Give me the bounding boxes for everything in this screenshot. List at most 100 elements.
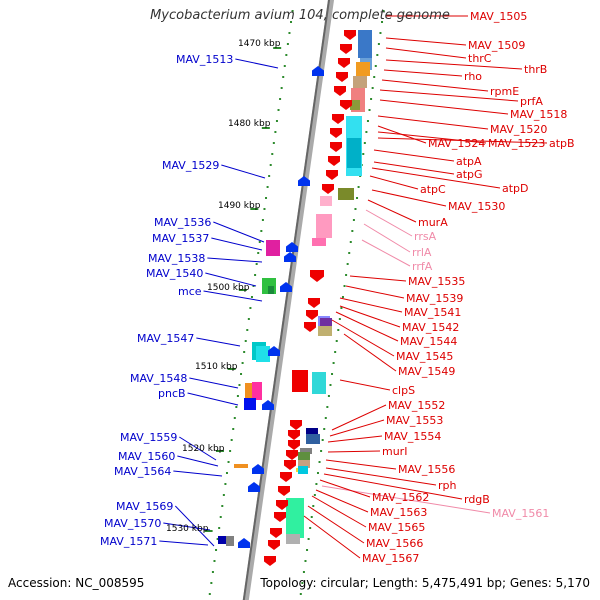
- right-tick-dot: [338, 318, 341, 320]
- minus-strand-gene-label: MAV_1559: [120, 431, 177, 444]
- left-tick-dot: [216, 538, 219, 540]
- plus-strand-arrow: [340, 44, 352, 54]
- minus-strand-gene-label: MAV_1571: [100, 535, 157, 548]
- left-tick-dot: [221, 505, 224, 507]
- minus-strand-gene-label: pncB: [158, 387, 186, 400]
- plus-strand-gene-label: atpA: [456, 155, 482, 168]
- plus-strand-arrow: [330, 142, 342, 152]
- plus-strand-arrow: [288, 430, 300, 440]
- minus-strand-gene-label: MAV_1536: [154, 216, 211, 229]
- minus-strand-connector: [173, 470, 223, 477]
- plus-strand-gene-label: MAV_1561: [492, 507, 549, 520]
- gene-feature-block: [306, 428, 318, 434]
- minus-strand-connector: [211, 237, 263, 251]
- right-tick-dot: [326, 406, 329, 408]
- left-tick-dot: [263, 208, 266, 210]
- plus-strand-arrow: [290, 420, 302, 430]
- gene-feature-block: [298, 460, 310, 468]
- right-tick-dot: [310, 516, 313, 518]
- right-tick-dot: [318, 461, 321, 463]
- minus-strand-connector: [235, 58, 279, 69]
- right-tick-dot: [321, 439, 324, 441]
- plus-strand-gene-label: MAV_1518: [510, 108, 567, 121]
- left-tick-dot: [211, 571, 214, 573]
- left-tick-dot: [269, 164, 272, 166]
- plus-strand-connector: [331, 404, 387, 431]
- gene-feature-block: [256, 346, 270, 362]
- plus-strand-gene-label: MAV_1524: [428, 137, 485, 150]
- scale-tick-label: 1490 kbp: [218, 201, 261, 211]
- plus-strand-arrow: [304, 322, 316, 332]
- plus-strand-arrow: [340, 100, 352, 110]
- gene-feature-block: [286, 534, 300, 544]
- plus-strand-connector: [315, 489, 369, 513]
- plus-strand-connector: [311, 495, 367, 528]
- left-tick-dot: [215, 549, 218, 551]
- gene-feature-block: [312, 238, 326, 246]
- minus-strand-gene-label: MAV_1547: [137, 332, 194, 345]
- minus-strand-connector: [177, 455, 219, 467]
- left-tick-dot: [279, 98, 282, 100]
- minus-strand-arrow: [248, 482, 260, 492]
- plus-strand-connector: [385, 37, 467, 46]
- left-tick-dot: [244, 340, 247, 342]
- gene-feature-block: [318, 326, 332, 336]
- plus-strand-gene-label: MAV_1566: [366, 537, 423, 550]
- left-tick-dot: [271, 153, 274, 155]
- minus-strand-gene-label: MAV_1513: [176, 53, 233, 66]
- plus-strand-arrow: [276, 500, 288, 510]
- gene-feature-block: [358, 30, 372, 58]
- right-tick-dot: [309, 527, 312, 529]
- left-tick-dot: [230, 439, 233, 441]
- plus-strand-gene-label: MAV_1541: [404, 306, 461, 319]
- right-tick-dot: [323, 428, 326, 430]
- minus-strand-gene-label: MAV_1570: [104, 517, 161, 530]
- plus-strand-gene-label: prfA: [520, 95, 543, 108]
- plus-strand-connector: [377, 137, 548, 144]
- right-tick-dot: [376, 54, 379, 56]
- gene-feature-block: [353, 76, 367, 88]
- right-tick-dot: [332, 362, 335, 364]
- plus-strand-connector: [327, 450, 381, 453]
- right-tick-dot: [340, 307, 343, 309]
- left-tick-dot: [285, 54, 288, 56]
- minus-strand-connector: [196, 337, 241, 347]
- minus-strand-arrow: [312, 66, 324, 76]
- accession-text: Accession: NC_008595: [8, 576, 145, 590]
- left-tick-dot: [247, 318, 250, 320]
- left-tick-dot: [235, 406, 238, 408]
- left-tick-dot: [222, 494, 225, 496]
- minus-strand-connector: [207, 257, 263, 263]
- left-tick-dot: [268, 175, 271, 177]
- right-tick-dot: [306, 549, 309, 551]
- plus-strand-connector: [373, 161, 455, 175]
- gene-feature-layer: [218, 30, 372, 566]
- plus-strand-connector: [339, 379, 391, 391]
- plus-strand-connector: [367, 199, 417, 223]
- plus-strand-connector: [339, 305, 401, 328]
- plus-strand-arrow: [286, 450, 298, 460]
- plus-strand-connector: [331, 319, 395, 357]
- gene-feature-block: [347, 138, 361, 168]
- left-tick-dot: [291, 10, 294, 12]
- gene-feature-block: [268, 286, 274, 294]
- gene-feature-block: [306, 434, 320, 444]
- plus-strand-connector: [339, 297, 403, 313]
- plus-strand-gene-label: atpB: [549, 137, 575, 150]
- label-connector-layer: [159, 15, 548, 559]
- right-tick-dot: [302, 571, 305, 573]
- minus-strand-gene-label: MAV_1569: [116, 500, 173, 513]
- left-tick-dot: [275, 120, 278, 122]
- left-tick-dot: [243, 351, 246, 353]
- minus-strand-gene-label: MAV_1560: [118, 450, 175, 463]
- right-tick-dot: [357, 186, 360, 188]
- left-tick-dot: [213, 560, 216, 562]
- plus-strand-arrow: [278, 486, 290, 496]
- minus-strand-gene-label: mce: [178, 285, 202, 298]
- minus-strand-gene-label: MAV_1537: [152, 232, 209, 245]
- plus-strand-gene-label: MAV_1567: [362, 552, 419, 565]
- right-tick-dot: [373, 76, 376, 78]
- plus-strand-connector: [379, 99, 509, 115]
